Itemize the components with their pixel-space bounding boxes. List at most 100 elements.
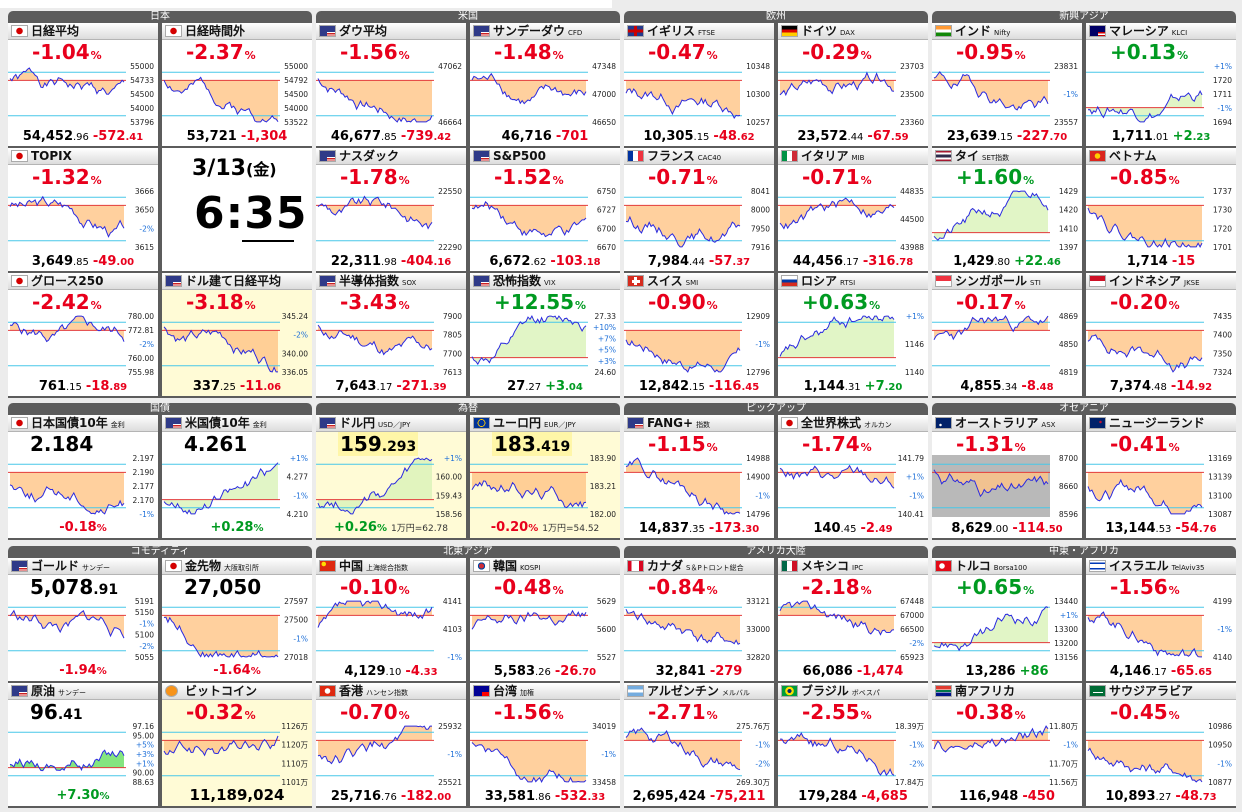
market-subname: VIX (544, 279, 556, 287)
change-decimal: .70 (1049, 132, 1068, 143)
percent-value: -0.47 (648, 40, 706, 64)
change-value: -2.49 (860, 521, 892, 536)
market-card[interactable]: オーストラリア ASX 8700 8660 8596 -1.31% 8,629.00 -114… (932, 415, 1082, 538)
market-name-text: タイ (955, 149, 980, 163)
market-subname: サンデー (58, 689, 87, 697)
change-value: -532.33 (555, 789, 605, 804)
market-card[interactable]: サンデーダウ CFD 47348 47000 46650 -1.48% 46,716 -701 (470, 23, 620, 146)
market-subname: KOSPI (520, 564, 541, 572)
market-card[interactable]: イタリア MIB 44835 44500 43988 -0.71% 44,456.17 -31… (778, 148, 928, 271)
card-header: スイス SMI (624, 273, 774, 290)
axis-tick-label: 67448 (900, 598, 924, 606)
market-card[interactable]: 日経平均 55000 54733 54500 54000 53796 -1.04% 54,45… (8, 23, 158, 146)
value-change-row: 7,643.17 -271.39 (316, 379, 466, 394)
market-name: オーストラリア ASX (955, 415, 1055, 431)
axis-tick-label: 8700 (1059, 455, 1078, 463)
sparkline-area (934, 606, 1048, 651)
market-card[interactable]: ゴールド サンデー 5191 5150 -1% 5100 -2% 5055 5,078.91 -1… (8, 558, 158, 681)
level-int: 46,677 (330, 129, 381, 144)
market-card[interactable]: 韓国 KOSPI 5629 5600 5527 -0.48% 5,583.26 -26.70 (470, 558, 620, 681)
market-name: タイ SET指数 (955, 148, 1009, 164)
market-card[interactable]: ナスダック 22550 22290 -1.78% 22,311.98 -404.16 (316, 148, 466, 271)
market-card[interactable]: トルコ Borsa100 13440 +1% 13300 13200 13156 +0.65%… (932, 558, 1082, 681)
sparkline-chart: 10348 10300 10257 (624, 63, 770, 127)
us-flag-icon (319, 150, 336, 162)
market-card[interactable]: ドル円 USD／JPY +1% 160.00 159.43 158.56 159.293 +0… (316, 415, 466, 538)
market-card[interactable]: シンガポール STI 4869 4850 4819 -0.17% 4,855.34 -8.48 (932, 273, 1082, 396)
level-int: 7,643 (335, 379, 377, 394)
change-value: -116.45 (709, 379, 759, 394)
market-card[interactable]: ロシア RTSI +1% 1146 1140 +0.63% 1,144.31 +7.20 (778, 273, 928, 396)
market-card[interactable]: 半導体指数 SOX 7900 7805 7700 7613 -3.43% 7,643.17 -2… (316, 273, 466, 396)
market-card[interactable]: 中国 上海総合指数 4141 4103 -1% -0.10% 4,129.10 -4.33 (316, 558, 466, 681)
region-header: 新興アジア (932, 11, 1236, 23)
market-card[interactable]: ベトナム 1737 1730 1720 1701 -0.85% 1,714 -15 (1086, 148, 1236, 271)
axis-tick-label: 1694 (1213, 118, 1232, 127)
card-grid: 中国 上海総合指数 4141 4103 -1% -0.10% 4,129.10 -4.33 韓国… (316, 558, 620, 808)
axis-tick-label: 2.177 (133, 482, 155, 491)
sparkline-area (10, 610, 124, 639)
market-card[interactable]: イギリス FTSE 10348 10300 10257 -0.47% 10,305.15 -4… (624, 23, 774, 146)
market-card[interactable]: ドル建て日経平均 345.24 -2% 340.00 336.05 -3.18% 337.2… (162, 273, 312, 396)
market-card[interactable]: S&P500 6750 6727 6700 6670 -1.52% 6,672.62 -103… (470, 148, 620, 271)
card-grid: ゴールド サンデー 5191 5150 -1% 5100 -2% 5055 5,078.91 -1… (8, 558, 312, 808)
market-card[interactable]: グロース250 780.00 772.81 -2% 760.00 755.98 -2.42%… (8, 273, 158, 396)
market-card[interactable]: 全世界株式 オルカン 141.79 +1% -1% 140.41 -1.74% 140.45-… (778, 415, 928, 538)
market-card[interactable]: FANG+ 指数 14988 14900 -1% 14796 -1.15% 14,837.35… (624, 415, 774, 538)
market-name-text: ゴールド (31, 559, 80, 573)
market-card[interactable]: 南アフリカ 11.80万 -1% 11.70万 11.56万 -0.38% 116,948-… (932, 683, 1082, 806)
axis-tick-label: 5600 (597, 625, 616, 634)
percent-change: -0.48% (494, 575, 564, 599)
percent-unit: % (90, 174, 102, 187)
market-card[interactable]: ユーロ円 EUR／JPY 183.90 183.21 182.00 183.419 -0.2… (470, 415, 620, 538)
region-group: アメリカ大陸 カナダ S＆Pトロント総合 33121 33000 32820 -0.84% 3… (624, 546, 928, 808)
card-header: カナダ S＆Pトロント総合 (624, 558, 774, 575)
market-card[interactable]: メキシコ IPC 67448 67000 66500 -2% 65923 -2.18% 66,0… (778, 558, 928, 681)
market-card[interactable]: ブラジル ボベスパ 18.39万 -1% -2% 17.84万 -2.55% 179,284-… (778, 683, 928, 806)
market-card[interactable]: タイ SET指数 1429 1420 1410 1397 +1.60% 1,429.80 +22… (932, 148, 1082, 271)
market-card[interactable]: インド Nifty 23831 -1% 23557 -0.95% 23,639.15 -227… (932, 23, 1082, 146)
market-card[interactable]: インドネシア JKSE 7435 7400 7350 7324 -0.20% 7,374.48… (1086, 273, 1236, 396)
bitcoin-flag-icon (165, 685, 178, 697)
change-int: -279 (709, 664, 743, 679)
market-card[interactable]: フランス CAC40 8041 8000 7950 7916 -0.71% 7,984.44-… (624, 148, 774, 271)
axis-tick-label: 88.63 (133, 778, 155, 787)
sparkline-chart: 23703 23500 23360 (778, 63, 924, 127)
axis-tick-label: -1% (139, 619, 154, 628)
level-int: 33,581 (484, 789, 535, 804)
axis-tick-label: 14988 (746, 455, 770, 463)
market-card[interactable]: スイス SMI 12909 -1% 12796 -0.90% 12,842.15 -116.4… (624, 273, 774, 396)
market-card[interactable]: 金先物 大阪取引所 27597 27500 -1% 27018 27,050 -1.64% (162, 558, 312, 681)
axis-tick-label: 27018 (284, 653, 308, 662)
market-card[interactable]: サウジアラビア 10986 10950 -1% 10877 -0.45% 10,893.27… (1086, 683, 1236, 806)
percent-change: -1.15% (648, 432, 718, 456)
market-card[interactable]: 原油 サンデー 97.16 95.00 +5% +3% +1% 90.00 88.63 96.41… (8, 683, 158, 806)
market-card[interactable]: 台湾 加権 34019 -1% 33458 -1.56% 33,581.86 -532.33 (470, 683, 620, 806)
market-card[interactable]: 香港 ハンセン指数 25932 -1% 25521 -0.70% 25,716.76 -182… (316, 683, 466, 806)
axis-tick-label: 47348 (592, 63, 616, 71)
percent-change: -0.38% (956, 700, 1026, 724)
market-card[interactable]: ダウ平均 47062 46664 -1.56% 46,677.85 -739.42 (316, 23, 466, 146)
market-card[interactable]: 日本国債10年 金利 2.197 2.190 2.177 2.170 -1% 2.184 -0.… (8, 415, 158, 538)
market-card[interactable]: 恐怖指数 VIX 27.33 +10% +7% +5% +3% 24.60 +12.55% 27.… (470, 273, 620, 396)
sparkline-chart: 345.24 -2% 340.00 336.05 (162, 313, 308, 377)
axis-tick-label: 772.81 (128, 326, 154, 335)
market-card[interactable]: アルゼンチン メルバル 275.76万 -1% -2% 269.30万 -2.71% 2,69… (624, 683, 774, 806)
market-card[interactable]: ドイツ DAX 23703 23500 23360 -0.29% 23,572.44 -67.… (778, 23, 928, 146)
axis-tick-label: -1% (447, 653, 462, 662)
market-card[interactable]: イスラエル TelAviv35 4199 -1% 4140 -1.56% 4,146.17-… (1086, 558, 1236, 681)
market-card[interactable]: 日経時間外 55000 54792 54500 54000 53522 -2.37% 53,7… (162, 23, 312, 146)
market-card[interactable]: マレーシア KLCI +1% 1720 1711 -1% 1694 +0.13% 1,711.0… (1086, 23, 1236, 146)
change-int: -67 (867, 129, 891, 144)
level-int: 140 (813, 521, 841, 536)
market-name-text: ドル建て日経平均 (185, 274, 282, 288)
market-card[interactable]: ニュージーランド 13169 13139 13100 13087 -0.41% 13,144… (1086, 415, 1236, 538)
level-int: 1,714 (1126, 254, 1168, 269)
market-card[interactable]: ビットコイン 1126万 1120万 1110万 1101万 -0.32% 11,189,0… (162, 683, 312, 806)
change-int: -57 (708, 254, 733, 269)
market-card[interactable]: TOPIX 3666 3650 -2% 3615 -1.32% 3,649.85 -49.00 (8, 148, 158, 271)
sparkline-line (471, 609, 587, 630)
market-card[interactable]: 米国債10年 金利 +1% 4.277 -1% 4.210 4.261 +0.28% (162, 415, 312, 538)
axis-tick-label: 3650 (135, 206, 154, 215)
market-card[interactable]: カナダ S＆Pトロント総合 33121 33000 32820 -0.84% 32,841-… (624, 558, 774, 681)
